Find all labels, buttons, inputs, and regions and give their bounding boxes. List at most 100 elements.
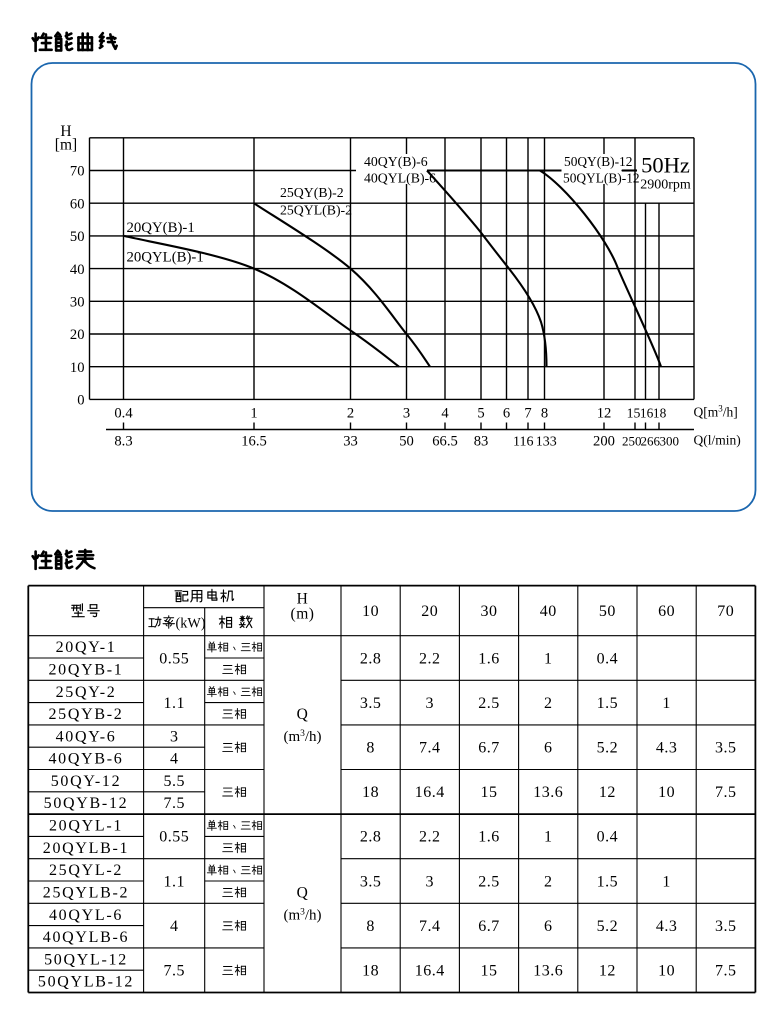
svg-text:2: 2 <box>347 406 354 422</box>
svg-text:1.1: 1.1 <box>163 695 185 712</box>
svg-text:25QYL-2: 25QYL-2 <box>49 862 123 879</box>
svg-text:13.6: 13.6 <box>533 963 563 980</box>
svg-text:50QY(B)-12: 50QY(B)-12 <box>564 154 632 169</box>
svg-text:5.2: 5.2 <box>597 918 619 935</box>
svg-text:15: 15 <box>627 406 641 421</box>
svg-text:2900rpm: 2900rpm <box>640 178 691 193</box>
svg-text:50: 50 <box>399 434 414 450</box>
svg-text:4.3: 4.3 <box>656 918 678 935</box>
svg-text:50QY-12: 50QY-12 <box>51 773 122 790</box>
svg-text:18: 18 <box>362 784 379 801</box>
svg-text:200: 200 <box>593 434 615 450</box>
svg-text:0.4: 0.4 <box>597 650 619 667</box>
svg-text:50QYL(B)-12: 50QYL(B)-12 <box>563 171 640 186</box>
svg-text:20QY-1: 20QY-1 <box>56 639 117 656</box>
svg-text:0.55: 0.55 <box>159 829 189 846</box>
svg-text:25QYL(B)-2: 25QYL(B)-2 <box>280 203 352 219</box>
svg-text:4: 4 <box>441 406 449 422</box>
svg-text:3: 3 <box>426 695 435 712</box>
svg-text:33: 33 <box>343 434 358 450</box>
svg-text:40QYB-6: 40QYB-6 <box>48 751 123 768</box>
svg-text:50: 50 <box>70 229 85 245</box>
svg-text:16.5: 16.5 <box>241 434 267 450</box>
svg-text:3: 3 <box>426 873 435 890</box>
svg-text:16.4: 16.4 <box>415 963 445 980</box>
svg-text:2.5: 2.5 <box>478 695 500 712</box>
svg-text:20QY(B)-1: 20QY(B)-1 <box>127 220 195 236</box>
svg-text:5.2: 5.2 <box>597 740 619 757</box>
svg-text:12: 12 <box>597 406 612 422</box>
svg-text:7.4: 7.4 <box>419 918 441 935</box>
svg-text:7.5: 7.5 <box>163 963 185 980</box>
svg-text:1: 1 <box>662 695 671 712</box>
svg-text:4: 4 <box>170 918 179 935</box>
svg-text:1.6: 1.6 <box>478 650 500 667</box>
svg-text:30: 30 <box>70 294 85 310</box>
svg-text:8: 8 <box>366 740 375 757</box>
svg-text:6: 6 <box>544 740 553 757</box>
svg-text:4.3: 4.3 <box>656 740 678 757</box>
svg-text:2.2: 2.2 <box>419 829 441 846</box>
svg-text:7.5: 7.5 <box>163 795 185 812</box>
svg-text:30: 30 <box>481 603 498 620</box>
svg-text:2: 2 <box>544 695 553 712</box>
svg-text:20QYLB-1: 20QYLB-1 <box>43 840 129 857</box>
svg-text:10: 10 <box>70 360 85 376</box>
svg-text:20: 20 <box>70 327 85 343</box>
svg-text:133: 133 <box>536 435 557 450</box>
svg-text:1: 1 <box>544 650 553 667</box>
svg-text:50QYL-12: 50QYL-12 <box>44 951 128 968</box>
svg-text:7.4: 7.4 <box>419 740 441 757</box>
svg-text:1: 1 <box>250 406 257 422</box>
svg-text:1: 1 <box>544 829 553 846</box>
svg-text:0.55: 0.55 <box>159 650 189 667</box>
svg-text:25QYLB-2: 25QYLB-2 <box>43 885 129 902</box>
svg-text:[m]: [m] <box>55 137 77 154</box>
svg-text:50QYB-12: 50QYB-12 <box>44 795 129 812</box>
svg-text:1.5: 1.5 <box>597 873 619 890</box>
svg-text:40: 40 <box>540 603 557 620</box>
svg-text:6.7: 6.7 <box>478 918 500 935</box>
svg-text:2.8: 2.8 <box>360 650 382 667</box>
svg-text:250: 250 <box>622 434 642 449</box>
svg-text:4: 4 <box>170 751 179 768</box>
svg-text:20QYL-1: 20QYL-1 <box>49 818 123 835</box>
svg-text:12: 12 <box>599 784 616 801</box>
svg-text:3: 3 <box>170 728 179 745</box>
svg-text:H: H <box>297 591 309 608</box>
svg-text:(kW): (kW) <box>176 615 206 631</box>
svg-text:5: 5 <box>477 406 484 422</box>
svg-text:1.6: 1.6 <box>478 829 500 846</box>
svg-text:7: 7 <box>524 406 531 422</box>
svg-text:10: 10 <box>658 963 675 980</box>
svg-text:20: 20 <box>421 603 438 620</box>
svg-text:266: 266 <box>640 434 660 449</box>
svg-text:3.5: 3.5 <box>360 695 382 712</box>
svg-text:60: 60 <box>70 196 85 212</box>
svg-text:3: 3 <box>403 406 410 422</box>
svg-text:12: 12 <box>599 963 616 980</box>
svg-text:40QYL-6: 40QYL-6 <box>49 907 123 924</box>
svg-text:40QYLB-6: 40QYLB-6 <box>43 929 129 946</box>
svg-text:20QYB-1: 20QYB-1 <box>48 662 123 679</box>
svg-text:5.5: 5.5 <box>163 773 185 790</box>
svg-text:20QYL(B)-1: 20QYL(B)-1 <box>127 250 204 266</box>
svg-text:40: 40 <box>70 262 85 278</box>
svg-text:40QY-6: 40QY-6 <box>56 728 117 745</box>
svg-text:18: 18 <box>362 963 379 980</box>
svg-text:H: H <box>60 123 71 140</box>
svg-text:18: 18 <box>653 406 667 421</box>
svg-text:6: 6 <box>544 918 553 935</box>
svg-text:8: 8 <box>366 918 375 935</box>
svg-text:25QYB-2: 25QYB-2 <box>48 706 123 723</box>
svg-text:Q[m3/h]: Q[m3/h] <box>694 404 738 420</box>
svg-text:0.4: 0.4 <box>114 406 133 422</box>
svg-text:50QYLB-12: 50QYLB-12 <box>38 974 134 991</box>
svg-text:Q: Q <box>297 884 309 901</box>
svg-text:2.2: 2.2 <box>419 650 441 667</box>
svg-text:25QY-2: 25QY-2 <box>56 684 117 701</box>
svg-text:Q(l/min): Q(l/min) <box>694 433 741 448</box>
svg-text:15: 15 <box>481 963 498 980</box>
svg-text:0.4: 0.4 <box>597 829 619 846</box>
svg-text:1.1: 1.1 <box>163 873 185 890</box>
